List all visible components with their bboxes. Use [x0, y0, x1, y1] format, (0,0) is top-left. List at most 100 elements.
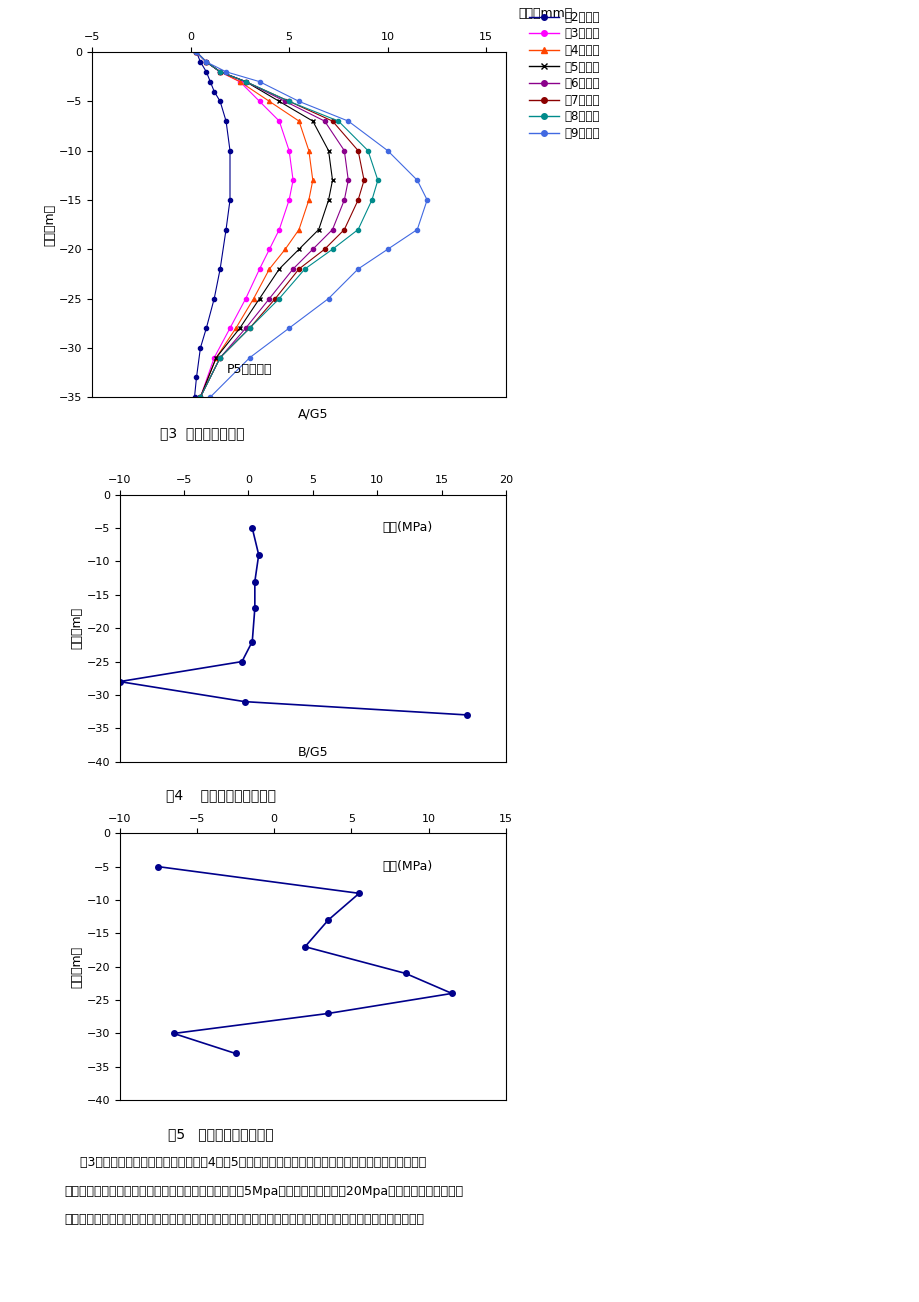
第5层开挖 [326, 172, 337, 187]
第4层开挖 [230, 320, 241, 336]
第9层开挖 [323, 290, 334, 306]
第5层开挖 [191, 44, 202, 60]
第7层开挖 [352, 143, 363, 159]
第8层开挖 [366, 193, 377, 208]
第9层开挖 [254, 74, 265, 90]
Line: 第2层开挖: 第2层开挖 [192, 49, 232, 400]
第3层开挖 [274, 221, 285, 237]
第9层开挖 [200, 55, 211, 70]
第7层开挖 [352, 193, 363, 208]
第2层开挖 [224, 143, 235, 159]
第9层开挖 [191, 44, 202, 60]
Line: 第8层开挖: 第8层开挖 [194, 49, 380, 400]
第9层开挖 [205, 389, 216, 405]
第4层开挖 [303, 193, 314, 208]
第4层开挖 [214, 64, 225, 79]
第5层开挖 [195, 389, 206, 405]
第6层开挖 [240, 74, 251, 90]
Text: 力水平都很低，在大部分部位拉应力和压应力都不超过5Mpa，最大拉应力不超过20Mpa，说明拱效应有效地减: 力水平都很低，在大部分部位拉应力和压应力都不超过5Mpa，最大拉应力不超过20M… [64, 1185, 463, 1198]
第4层开挖 [200, 55, 211, 70]
第5层开挖 [323, 143, 334, 159]
第3层开挖 [234, 74, 245, 90]
Text: 位移（mm）: 位移（mm） [518, 8, 572, 21]
第9层开挖 [412, 172, 423, 187]
第6层开挖 [326, 221, 337, 237]
第2层开挖 [221, 113, 232, 129]
第4层开挖 [195, 389, 206, 405]
第3层开挖 [209, 350, 220, 366]
第2层开挖 [224, 193, 235, 208]
Y-axis label: 深度（m）: 深度（m） [71, 607, 84, 650]
第5层开挖 [214, 64, 225, 79]
第5层开挖 [240, 74, 251, 90]
第7层开挖 [293, 262, 304, 277]
第3层开挖 [191, 44, 202, 60]
第3层开挖 [214, 64, 225, 79]
第6层开挖 [319, 113, 330, 129]
第2层开挖 [200, 64, 211, 79]
第4层开挖 [191, 44, 202, 60]
第4层开挖 [293, 113, 304, 129]
第9层开挖 [221, 64, 232, 79]
第4层开挖 [293, 221, 304, 237]
Text: A/G5: A/G5 [297, 408, 328, 421]
第6层开挖 [195, 389, 206, 405]
第3层开挖 [200, 55, 211, 70]
第6层开挖 [288, 262, 299, 277]
第2层开挖 [191, 370, 202, 385]
第4层开挖 [303, 143, 314, 159]
Line: 第5层开挖: 第5层开挖 [194, 49, 335, 400]
第7层开挖 [214, 64, 225, 79]
Text: 应力(MPa): 应力(MPa) [382, 521, 432, 534]
Legend: 第2层开挖, 第3层开挖, 第4层开挖, 第5层开挖, 第6层开挖, 第7层开挖, 第8层开挖, 第9层开挖: 第2层开挖, 第3层开挖, 第4层开挖, 第5层开挖, 第6层开挖, 第7层开挖… [524, 7, 604, 145]
第3层开挖 [254, 94, 265, 109]
第8层开挖 [372, 172, 383, 187]
第9层开挖 [381, 241, 392, 256]
第2层开挖 [209, 290, 220, 306]
Text: P5位移数据: P5位移数据 [226, 363, 272, 376]
第6层开挖 [307, 241, 318, 256]
第8层开挖 [283, 94, 294, 109]
Line: 第4层开挖: 第4层开挖 [194, 49, 314, 400]
第7层开挖 [195, 389, 206, 405]
第2层开挖 [214, 94, 225, 109]
第3层开挖 [288, 172, 299, 187]
第3层开挖 [274, 113, 285, 129]
第6层开挖 [338, 193, 349, 208]
第8层开挖 [214, 350, 225, 366]
第8层开挖 [240, 74, 251, 90]
第8层开挖 [362, 143, 373, 159]
第6层开挖 [338, 143, 349, 159]
Text: 应力(MPa): 应力(MPa) [382, 859, 432, 872]
Line: 第9层开挖: 第9层开挖 [194, 49, 429, 400]
第2层开挖 [191, 44, 202, 60]
Line: 第7层开挖: 第7层开挖 [194, 49, 366, 400]
第7层开挖 [240, 74, 251, 90]
第6层开挖 [191, 44, 202, 60]
第3层开挖 [240, 290, 251, 306]
第4层开挖 [248, 290, 259, 306]
第2层开挖 [188, 389, 199, 405]
第9层开挖 [283, 320, 294, 336]
第4层开挖 [234, 74, 245, 90]
第5层开挖 [210, 350, 221, 366]
第6层开挖 [240, 320, 251, 336]
Text: 图3  地连墙实测变形: 图3 地连墙实测变形 [160, 426, 244, 440]
第8层开挖 [195, 389, 206, 405]
第9层开挖 [421, 193, 432, 208]
第2层开挖 [200, 320, 211, 336]
第4层开挖 [264, 262, 275, 277]
第5层开挖 [200, 55, 211, 70]
第5层开挖 [254, 290, 265, 306]
第7层开挖 [269, 290, 280, 306]
第8层开挖 [244, 320, 255, 336]
第6层开挖 [214, 350, 225, 366]
第4层开挖 [210, 350, 221, 366]
第9层开挖 [343, 113, 354, 129]
第2层开挖 [214, 262, 225, 277]
第8层开挖 [352, 221, 363, 237]
第7层开挖 [244, 320, 255, 336]
第8层开挖 [326, 241, 337, 256]
Text: 少了地下连续墙的竖向受力。测点在嵌岩位置应力明显增大，这与该处地下连续墙的受力与变形相协调的。即: 少了地下连续墙的竖向受力。测点在嵌岩位置应力明显增大，这与该处地下连续墙的受力与… [64, 1213, 424, 1226]
第7层开挖 [338, 221, 349, 237]
